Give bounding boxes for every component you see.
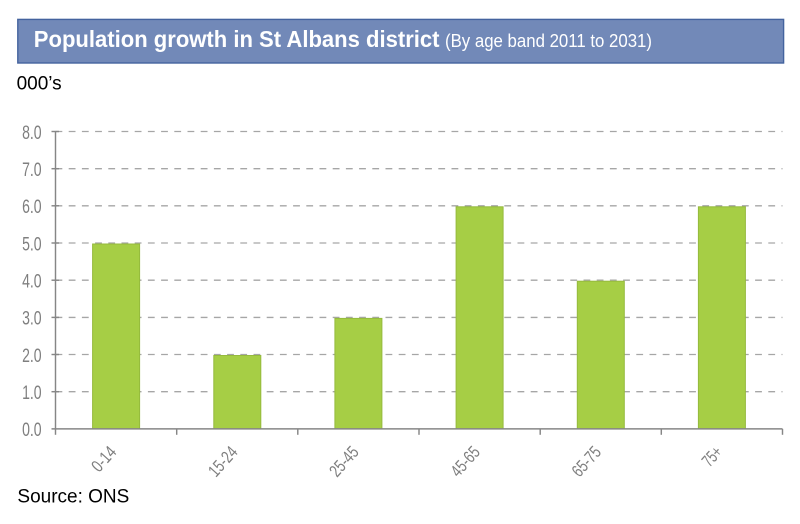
svg-text:(By age band 2011 to 2031): (By age band 2011 to 2031) [445, 31, 652, 51]
svg-text:Source: ONS: Source: ONS [17, 487, 129, 508]
svg-text:2.0: 2.0 [22, 345, 42, 367]
svg-text:8.0: 8.0 [22, 122, 42, 144]
svg-text:6.0: 6.0 [22, 196, 42, 218]
svg-text:4.0: 4.0 [22, 271, 42, 293]
svg-text:0.0: 0.0 [22, 419, 42, 441]
svg-text:3.0: 3.0 [22, 308, 42, 330]
svg-text:7.0: 7.0 [22, 159, 42, 181]
svg-text:Population growth in St Albans: Population growth in St Albans district [34, 26, 440, 52]
svg-text:5.0: 5.0 [22, 233, 42, 255]
svg-text:1.0: 1.0 [22, 382, 42, 404]
svg-text:000’s: 000’s [17, 73, 62, 94]
